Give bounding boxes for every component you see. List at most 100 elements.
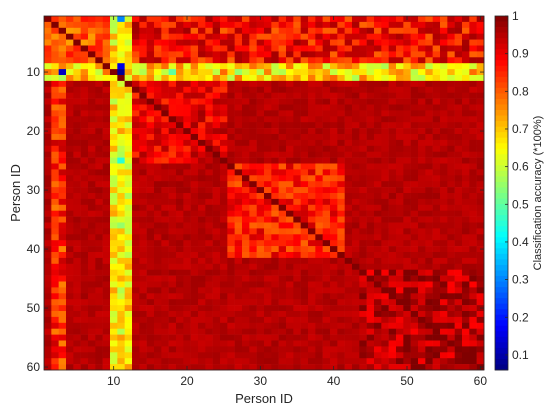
heatmap-cell [396,45,404,52]
heatmap-cell [300,134,309,141]
heatmap-cell [44,51,52,58]
heatmap-cell [58,45,67,52]
heatmap-cell [322,246,331,253]
heatmap-cell [212,175,221,182]
heatmap-cell [425,134,433,141]
heatmap-cell [300,340,309,347]
heatmap-cell [176,63,184,70]
heatmap-cell [205,86,213,93]
heatmap-cell [330,193,338,200]
heatmap-cell [110,181,118,188]
heatmap-cell [330,322,338,329]
heatmap-cell [110,75,118,82]
heatmap-cell [425,252,433,259]
heatmap-cell [366,252,375,259]
heatmap-cell [469,39,477,46]
heatmap-cell [352,334,360,341]
heatmap-cell [190,246,199,253]
heatmap-cell [366,21,375,29]
heatmap-cell [95,157,103,164]
heatmap-cell [161,63,169,70]
heatmap-cell [366,163,375,170]
heatmap-cell [396,352,404,359]
heatmap-cell [44,181,52,188]
heatmap-cell [337,316,345,324]
heatmap-cell [183,275,191,282]
heatmap-cell [278,204,287,211]
heatmap-cell [80,252,89,259]
heatmap-cell [154,69,162,76]
heatmap-cell [51,210,59,217]
heatmap-cell [220,311,228,318]
heatmap-cell [88,228,96,235]
heatmap-cell [146,198,155,206]
heatmap-cell [366,299,375,306]
heatmap-cell [227,181,235,188]
heatmap-cell [220,281,228,288]
heatmap-cell [212,63,221,70]
heatmap-cell [396,122,404,129]
heatmap-cell [374,128,382,135]
heatmap-cell [286,352,294,359]
heatmap-cell [102,80,111,88]
heatmap-cell [198,69,206,76]
heatmap-cell [154,33,162,40]
heatmap-cell [66,98,74,105]
heatmap-cell [198,139,206,147]
heatmap-cell [227,305,235,312]
heatmap-cell [146,263,155,270]
plot-frame [43,15,485,371]
heatmap-cell [359,299,367,306]
heatmap-cell [234,299,243,306]
heatmap-cell [330,134,338,141]
heatmap-cell [146,293,155,300]
heatmap-cell [220,181,228,188]
heatmap-cell [161,358,169,365]
heatmap-cell [476,139,485,147]
heatmap-cell [190,311,199,318]
heatmap-cell [374,358,382,365]
heatmap-cell [447,57,455,64]
heatmap-cell [256,252,265,259]
heatmap-cell [256,33,265,40]
heatmap-cell [396,299,404,306]
heatmap-cell [337,257,345,265]
heatmap-cell [183,39,191,46]
heatmap-cell [51,358,59,365]
heatmap-cell [300,204,309,211]
heatmap-cell [425,145,433,152]
heatmap-cell [212,281,221,288]
heatmap-cell [366,33,375,40]
heatmap-cell [58,157,67,164]
heatmap-cell [58,16,67,23]
heatmap-cell [183,252,191,259]
heatmap-cell [132,45,140,52]
heatmap-cell [212,222,221,229]
heatmap-cell [95,263,103,270]
heatmap-cell [374,216,382,223]
heatmap-cell [322,322,331,329]
heatmap-cell [440,145,448,152]
heatmap-cell [132,57,140,64]
heatmap-cell [440,122,448,129]
heatmap-cell [176,257,184,265]
heatmap-cell [381,204,389,211]
heatmap-cell [425,364,433,371]
heatmap-cell [198,27,206,34]
heatmap-cell [80,263,89,270]
heatmap-cell [432,69,441,76]
heatmap-cell [359,311,367,318]
heatmap-cell [440,281,448,288]
heatmap-cell [227,210,235,217]
heatmap-cell [183,139,191,147]
heatmap-cell [249,145,257,152]
heatmap-cell [410,134,419,141]
heatmap-cell [432,204,441,211]
heatmap-cell [454,269,463,276]
heatmap-cell [95,80,103,88]
heatmap-cell [330,128,338,135]
heatmap-cell [88,21,96,29]
heatmap-cell [308,92,316,99]
heatmap-cell [117,122,125,129]
heatmap-cell [396,252,404,259]
